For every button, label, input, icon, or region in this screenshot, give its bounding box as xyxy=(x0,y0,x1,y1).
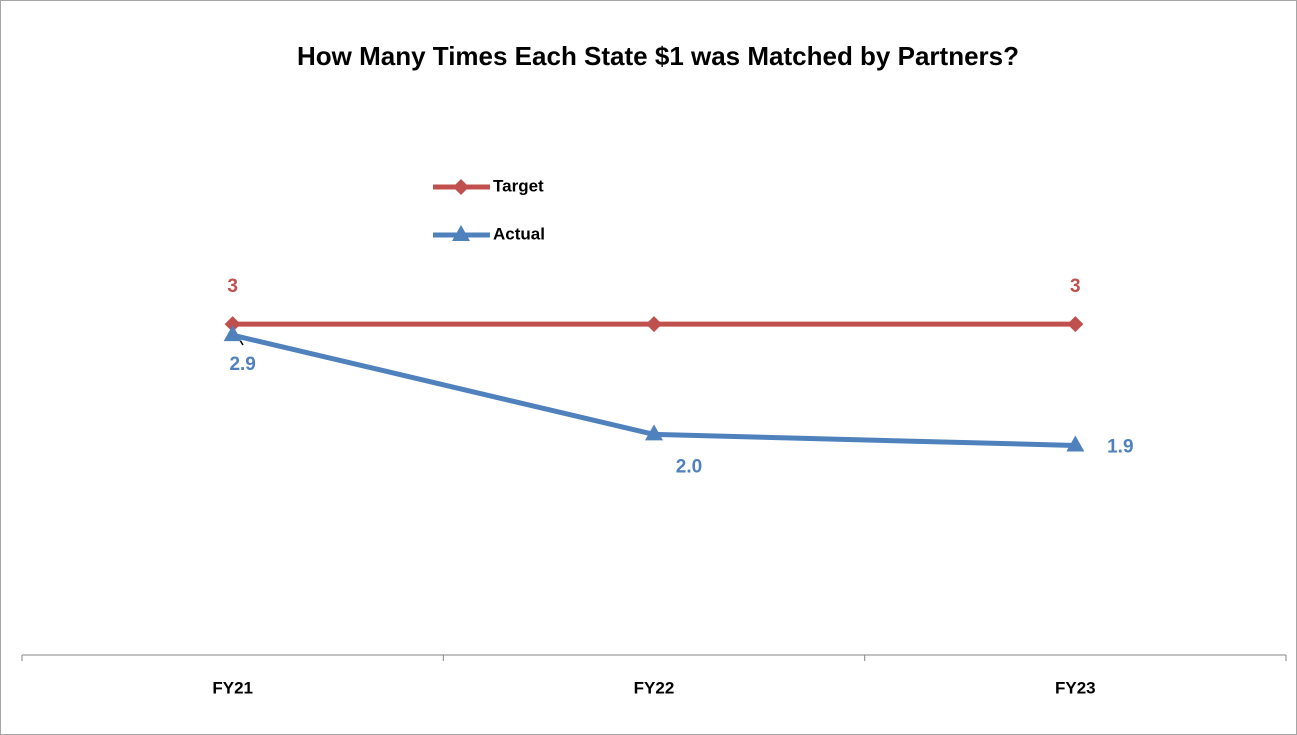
data-label: 2.9 xyxy=(229,354,255,375)
marker xyxy=(453,179,469,195)
data-label: 2.0 xyxy=(676,456,702,477)
x-tick-label: FY22 xyxy=(634,678,675,697)
marker xyxy=(646,316,662,333)
marker xyxy=(1066,435,1085,452)
marker xyxy=(452,225,470,241)
legend-label: Actual xyxy=(493,224,545,243)
data-label: 3 xyxy=(227,276,238,297)
marker xyxy=(1067,316,1084,333)
marker xyxy=(223,325,242,342)
marker xyxy=(645,424,663,441)
x-tick-label: FY21 xyxy=(212,678,253,697)
legend-label: Target xyxy=(493,176,544,195)
chart-title: How Many Times Each State $1 was Matched… xyxy=(297,41,1019,71)
data-label: 3 xyxy=(1070,276,1081,297)
x-tick-label: FY23 xyxy=(1055,678,1096,697)
data-label: 1.9 xyxy=(1107,436,1133,457)
marker xyxy=(224,316,241,333)
